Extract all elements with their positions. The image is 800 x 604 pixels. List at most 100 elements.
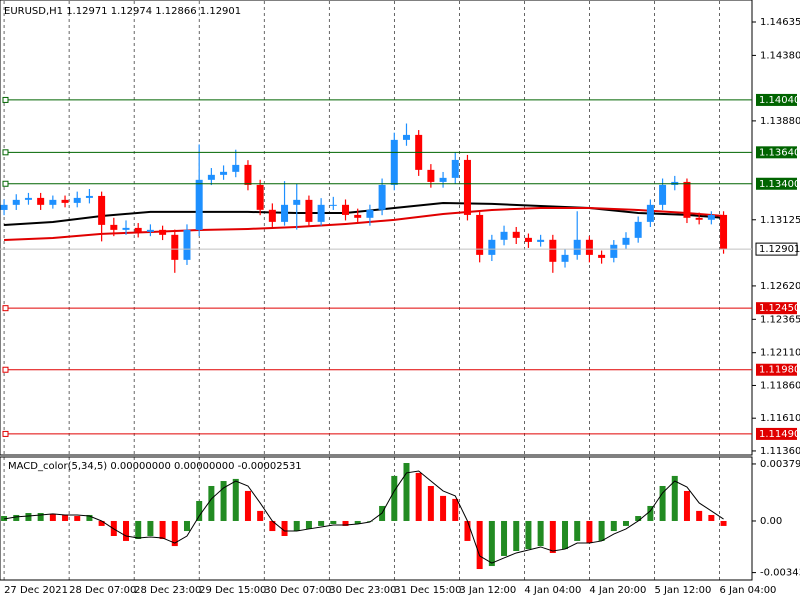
candle-body [0,204,8,210]
candle-body [549,239,557,262]
candle-body [622,237,630,245]
x-tick-label: 27 Dec 2021 [4,585,68,596]
candle-body [451,159,459,178]
x-tick-label: 30 Dec 07:00 [264,585,331,596]
histogram-bar [696,510,703,521]
level-handle [2,96,9,103]
candle-body [439,177,447,182]
y-tick-label: 1.12110 [760,348,800,359]
level-label: 1.14040 [759,95,800,106]
histogram-bar [171,520,178,547]
histogram-bar [305,520,312,529]
indicator-title: MACD_color(5,34,5) 0.00000000 0.00000000… [8,461,302,472]
candle-body [390,139,398,185]
candle-body [73,197,81,203]
histogram-bar [391,475,398,521]
candle-body [598,254,606,258]
histogram-bar [74,516,81,521]
level-box [756,93,797,106]
y-tick-label: 1.11610 [760,413,800,424]
histogram-bar [635,516,642,521]
histogram-bar [513,520,520,552]
candle-body [61,199,69,203]
y-tick-label: 1.13125 [760,215,800,226]
level-box [756,302,797,315]
y-tick-label: 1.12620 [760,281,800,292]
candle-body [305,199,313,222]
histogram-bar [525,520,532,550]
candle-body [256,184,264,210]
candle-body [232,164,240,172]
histogram-bar [318,520,325,526]
candle-body [646,204,654,222]
histogram-bar [415,472,422,521]
x-tick-label: 4 Jan 20:00 [589,585,646,596]
x-tick-label: 29 Dec 15:00 [199,585,266,596]
candle-body [427,169,435,182]
y-tick-label: 1.12365 [760,314,800,325]
histogram-bar [37,513,44,521]
histogram-bar [135,520,142,539]
histogram-bar [440,495,447,521]
level-handle [2,430,9,437]
candle-body [488,239,496,255]
histogram-bar [293,520,300,532]
histogram-bar [257,510,264,521]
histogram-bar [610,520,617,532]
histogram-bar [330,520,337,524]
histogram-bar [488,520,495,567]
histogram-bar [452,498,459,521]
histogram-bar [574,520,581,541]
candle-body [634,221,642,238]
candle-body [537,239,545,242]
level-box [756,427,797,440]
histogram-bar [86,514,93,521]
main-panel [0,0,753,456]
candle-body [122,227,130,230]
candle-body [207,174,215,180]
y-tick-label: 0.0037971 [760,459,800,470]
histogram-bar [427,485,434,521]
histogram-bar [13,514,20,521]
histogram-bar [549,520,556,553]
candle-body [659,184,667,205]
candle-body [707,214,715,220]
signal-line [3,470,724,564]
chart-title: EURUSD,H1 1.12971 1.12974 1.12866 1.1290… [4,6,241,17]
candle-body [561,254,569,262]
candle-body [98,195,106,225]
x-tick-label: 28 Dec 07:00 [69,585,136,596]
histogram-bar [586,520,593,544]
histogram-bar [366,520,373,522]
y-tick-label: 1.14635 [760,17,800,28]
level-handle [2,180,9,187]
level-handle [2,305,9,312]
histogram-bar [720,520,727,526]
level-handle [2,149,9,156]
candle-body [171,234,179,260]
histogram-bar [659,485,666,521]
candle-body [37,197,45,205]
candle-body [329,204,337,206]
level-box [756,177,797,190]
histogram-bar [220,481,227,521]
y-tick-label: -0.003437 [760,568,800,579]
candle-body [146,229,154,232]
candle-body [281,204,289,222]
histogram-bar [501,520,508,556]
candle-body [85,195,93,198]
candle-body [512,231,520,238]
histogram-bar [147,520,154,536]
histogram-bar [196,501,203,521]
candle-body [342,204,350,215]
x-tick-label: 3 Jan 12:00 [459,585,516,596]
histogram-bar [208,485,215,521]
level-handle [2,366,9,373]
level-label: 1.13400 [759,179,800,190]
candle-body [220,171,228,175]
histogram-bar [244,490,251,521]
candle-body [183,229,191,260]
last-price-label: 1.12901 [759,244,800,255]
